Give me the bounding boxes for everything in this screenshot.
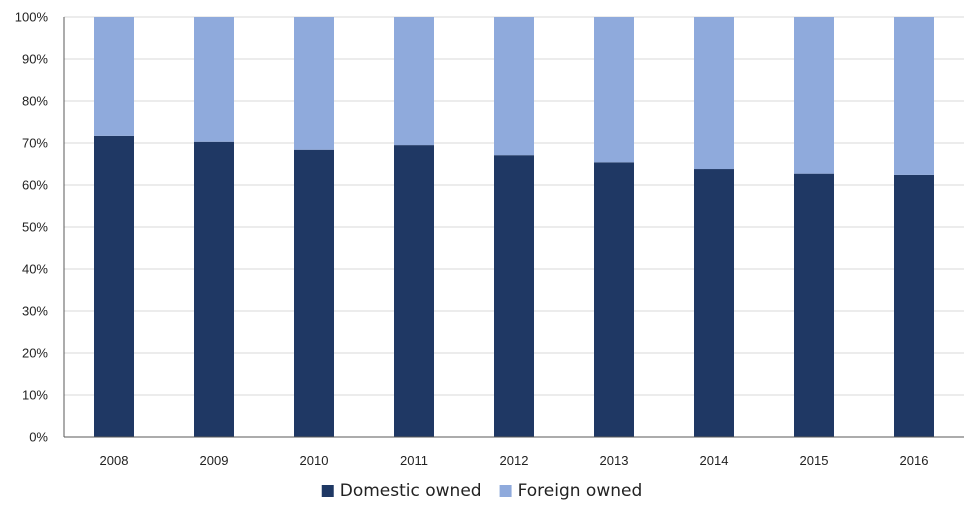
bar-segment-foreign-owned (794, 17, 834, 174)
bar-segment-domestic-owned (794, 173, 834, 437)
bars (94, 17, 934, 438)
legend: Domestic owned Foreign owned (321, 481, 643, 501)
y-tick-label: 40% (22, 262, 48, 277)
bar-segment-domestic-owned (394, 145, 434, 437)
y-tick-labels: 0% 10% 20% 30% 40% 50% 60% 70% 80% 90% 100% (15, 10, 49, 445)
x-tick-label: 2014 (700, 453, 729, 468)
bar-segment-domestic-owned (194, 141, 234, 438)
bar-segment-domestic-owned (894, 174, 934, 438)
x-tick-label: 2013 (600, 453, 629, 468)
y-tick-label: 20% (22, 346, 48, 361)
y-tick-label: 90% (22, 52, 48, 67)
x-tick-labels: 2008 2009 2010 2011 2012 2013 2014 2015 2016 (100, 453, 929, 468)
x-tick-label: 2010 (300, 453, 329, 468)
bar-segment-domestic-owned (694, 169, 734, 438)
bar-segment-domestic-owned (94, 135, 134, 438)
legend-label: Domestic owned (340, 481, 482, 501)
bar-segment-foreign-owned (494, 17, 534, 156)
y-tick-label: 70% (22, 136, 48, 151)
y-tick-label: 100% (15, 10, 49, 25)
y-tick-label: 50% (22, 220, 48, 235)
x-tick-label: 2009 (200, 453, 229, 468)
bar-segment-domestic-owned (594, 162, 634, 437)
x-tick-label: 2008 (100, 453, 129, 468)
x-tick-label: 2015 (800, 453, 829, 468)
legend-swatch-domestic-owned (321, 485, 334, 497)
bar-segment-foreign-owned (594, 17, 634, 163)
legend-swatch-foreign-owned (499, 485, 512, 497)
x-tick-label: 2016 (900, 453, 929, 468)
y-tick-label: 10% (22, 388, 48, 403)
y-tick-label: 30% (22, 304, 48, 319)
bar-segment-foreign-owned (694, 17, 734, 170)
axes (63, 17, 964, 438)
bar-segment-foreign-owned (194, 17, 234, 142)
y-tick-label: 60% (22, 178, 48, 193)
bar-segment-foreign-owned (894, 17, 934, 175)
legend-label: Foreign owned (518, 481, 643, 501)
y-tick-label: 0% (29, 430, 48, 445)
bar-segment-foreign-owned (394, 17, 434, 146)
x-tick-label: 2011 (400, 453, 428, 468)
x-tick-label: 2012 (500, 453, 529, 468)
bar-segment-foreign-owned (294, 17, 334, 150)
bar-segment-foreign-owned (94, 17, 134, 136)
bar-segment-domestic-owned (294, 149, 334, 437)
y-tick-label: 80% (22, 94, 48, 109)
bar-segment-domestic-owned (494, 155, 534, 437)
